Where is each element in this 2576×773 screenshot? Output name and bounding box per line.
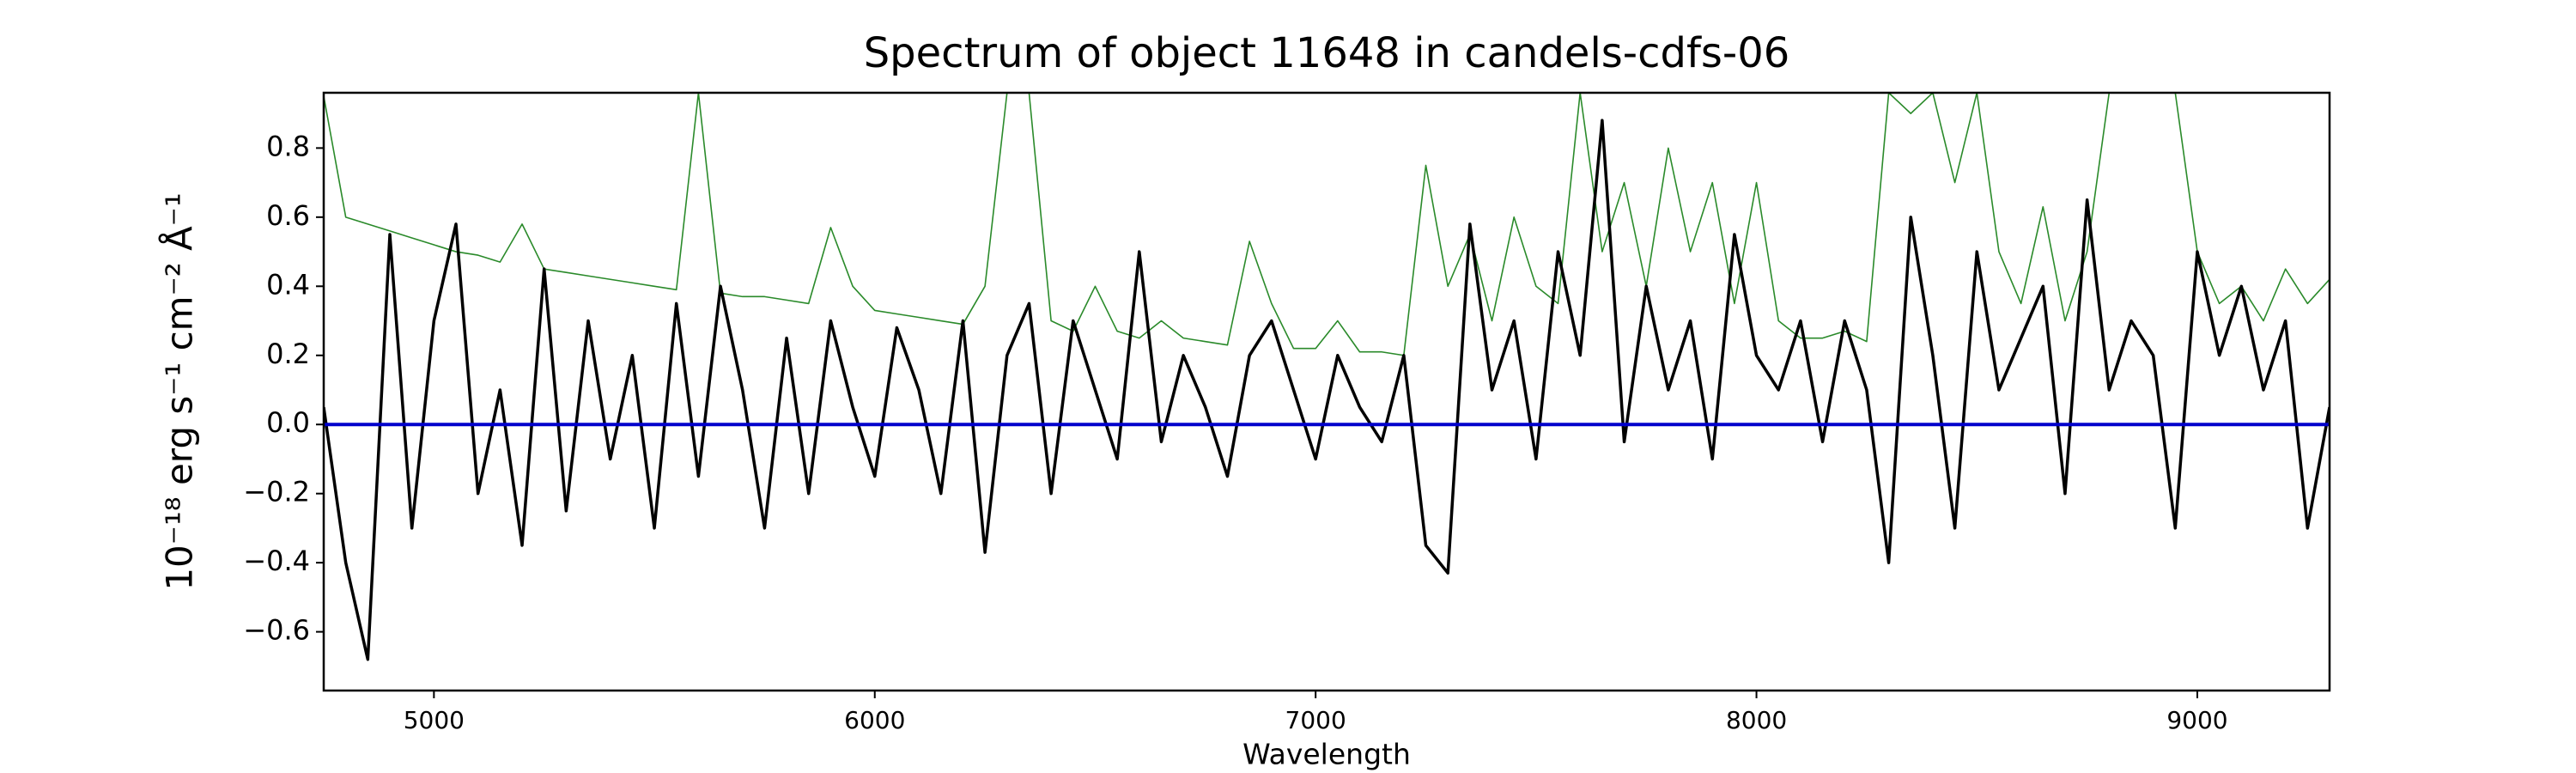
y-tick-label: −0.2 (243, 476, 310, 508)
y-tick-label: 0.2 (266, 338, 310, 370)
y-tick-label: 0.8 (266, 130, 310, 162)
y-axis-label: 10⁻¹⁸ erg s⁻¹ cm⁻² Å⁻¹ (158, 192, 201, 590)
spectrum-line (324, 119, 2330, 661)
x-tick-label: 5000 (404, 706, 465, 734)
axes-frame (322, 91, 2331, 692)
x-tick-label: 7000 (1285, 706, 1346, 734)
plot-area (324, 93, 2330, 661)
x-axis-label: Wavelength (1242, 738, 1411, 771)
y-tick-label: 0.0 (266, 406, 310, 439)
spectrum-line (324, 93, 2330, 356)
x-tick-label: 6000 (844, 706, 905, 734)
y-tick-label: 0.4 (266, 268, 310, 301)
chart-title: Spectrum of object 11648 in candels-cdfs… (864, 29, 1790, 77)
x-tick-label: 8000 (1726, 706, 1787, 734)
y-tick-label: 0.6 (266, 199, 310, 232)
x-tick-label: 9000 (2166, 706, 2227, 734)
y-tick-label: −0.4 (243, 545, 310, 577)
y-tick-label: −0.6 (243, 614, 310, 647)
